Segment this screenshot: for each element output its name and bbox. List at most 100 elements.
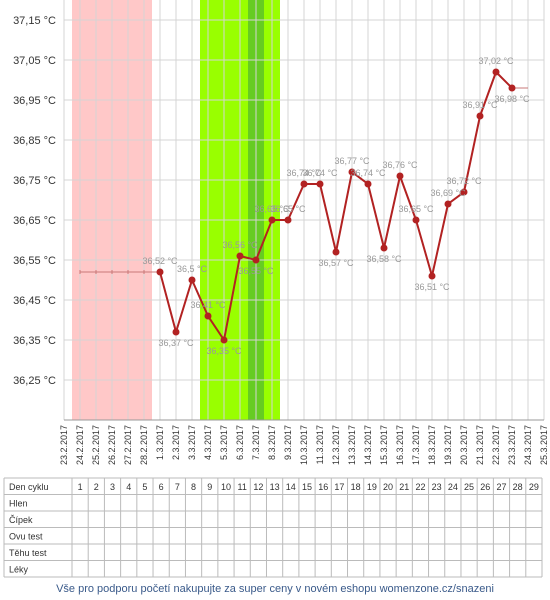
table-day-number: 23 [432, 482, 442, 492]
data-point [444, 200, 452, 208]
data-label: 36,74 °C [350, 168, 386, 178]
data-point [268, 216, 276, 224]
table-day-number: 2 [94, 482, 99, 492]
data-point [220, 336, 228, 344]
data-label: 36,98 °C [494, 94, 530, 104]
data-label: 36,72 °C [446, 176, 482, 186]
x-tick-label: 18.3.2017 [427, 425, 437, 465]
table-day-number: 12 [253, 482, 263, 492]
data-label: 36,74 °C [302, 168, 338, 178]
table-day-number: 3 [110, 482, 115, 492]
data-label: 36,65 °C [398, 204, 434, 214]
x-tick-label: 10.3.2017 [299, 425, 309, 465]
x-tick-label: 5.3.2017 [219, 425, 229, 460]
y-tick-label: 37,15 °C [13, 15, 56, 27]
data-point [348, 168, 356, 176]
x-tick-label: 22.3.2017 [491, 425, 501, 465]
table-day-number: 17 [334, 482, 344, 492]
data-label: 36,76 °C [382, 160, 418, 170]
x-tick-label: 13.3.2017 [347, 425, 357, 465]
data-point [428, 272, 436, 280]
table-row-label: Hlen [9, 499, 28, 509]
table-day-number: 15 [302, 482, 312, 492]
table-day-number: 21 [399, 482, 409, 492]
data-label: 36,91 °C [462, 100, 498, 110]
data-point [236, 252, 244, 260]
x-tick-label: 14.3.2017 [363, 425, 373, 465]
table-day-number: 24 [448, 482, 458, 492]
y-tick-label: 36,25 °C [13, 375, 56, 387]
data-label: 36,77 °C [334, 156, 370, 166]
data-label: 36,51 °C [414, 282, 450, 292]
x-tick-label: 2.3.2017 [171, 425, 181, 460]
data-point [476, 112, 484, 120]
data-point [284, 216, 292, 224]
x-tick-label: 4.3.2017 [203, 425, 213, 460]
table-day-number: 11 [238, 482, 247, 492]
table-day-number: 25 [464, 482, 474, 492]
table-day-number: 14 [286, 482, 296, 492]
y-tick-label: 36,55 °C [13, 255, 56, 267]
x-tick-label: 12.3.2017 [331, 425, 341, 465]
table-day-number: 4 [126, 482, 131, 492]
x-tick-label: 26.2.2017 [107, 425, 117, 465]
table-day-number: 22 [415, 482, 425, 492]
table-row-label: Léky [9, 565, 29, 575]
data-label: 36,55 °C [238, 266, 274, 276]
data-point [300, 180, 308, 188]
table-day-number: 19 [367, 482, 377, 492]
footer-promo-link[interactable]: Vše pro podporu početí nakupujte za supe… [56, 583, 494, 595]
y-tick-label: 36,45 °C [13, 295, 56, 307]
x-tick-label: 24.3.2017 [523, 425, 533, 465]
x-tick-label: 16.3.2017 [395, 425, 405, 465]
x-tick-label: 15.3.2017 [379, 425, 389, 465]
table-day-number: 28 [513, 482, 523, 492]
table-day-number: 5 [142, 482, 147, 492]
y-tick-label: 36,95 °C [13, 95, 56, 107]
data-label: 36,37 °C [158, 338, 194, 348]
x-tick-label: 21.3.2017 [475, 425, 485, 465]
y-tick-label: 37,05 °C [13, 55, 56, 67]
data-label: 37,02 °C [478, 56, 514, 66]
x-tick-label: 7.3.2017 [251, 425, 261, 460]
data-point [364, 180, 372, 188]
x-tick-label: 28.2.2017 [139, 425, 149, 465]
y-tick-label: 36,65 °C [13, 215, 56, 227]
data-label: 36,69 °C [430, 188, 466, 198]
x-tick-label: 19.3.2017 [443, 425, 453, 465]
data-label: 36,5 °C [177, 264, 208, 274]
x-tick-label: 8.3.2017 [267, 425, 277, 460]
table-day-number: 26 [480, 482, 490, 492]
data-label: 36,41 °C [190, 300, 226, 310]
table-row-label: Ovu test [9, 532, 43, 542]
data-point [204, 312, 212, 320]
data-label: 36,65 °C [270, 204, 306, 214]
data-label: 36,52 °C [142, 256, 178, 266]
y-tick-label: 36,75 °C [13, 175, 56, 187]
data-point [460, 188, 468, 196]
data-point [172, 328, 180, 336]
x-tick-label: 24.2.2017 [75, 425, 85, 465]
data-label: 36,35 °C [206, 346, 242, 356]
table-day-number: 16 [318, 482, 328, 492]
data-point [156, 268, 164, 276]
y-tick-label: 36,35 °C [13, 335, 56, 347]
data-label: 36,65 °C [254, 204, 290, 214]
x-tick-label: 23.2.2017 [59, 425, 69, 465]
data-point [380, 244, 388, 252]
table-row-label: Den cyklu [9, 482, 49, 492]
table-day-number: 29 [529, 482, 539, 492]
data-point [412, 216, 420, 224]
data-point [492, 68, 500, 76]
x-tick-label: 23.3.2017 [507, 425, 517, 465]
data-point [188, 276, 196, 284]
data-point [252, 256, 260, 264]
table-day-number: 1 [78, 482, 83, 492]
data-point [316, 180, 324, 188]
y-tick-label: 36,85 °C [13, 135, 56, 147]
data-point [508, 84, 516, 92]
table-day-number: 7 [175, 482, 180, 492]
data-label: 36,74 °C [286, 168, 322, 178]
x-tick-label: 27.2.2017 [123, 425, 133, 465]
